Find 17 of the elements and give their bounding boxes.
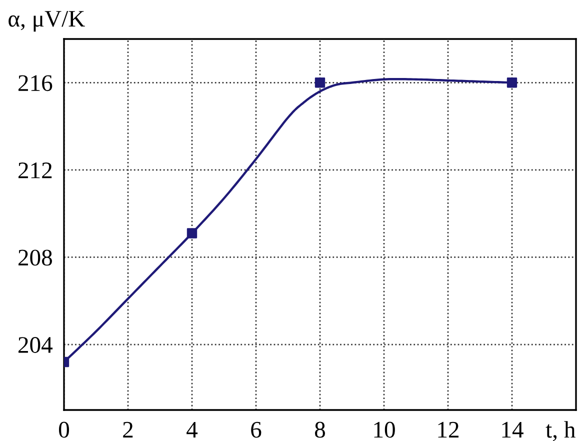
y-tick-label: 212 — [18, 162, 52, 178]
point — [506, 78, 518, 88]
x-tick-label: 12 — [438, 422, 459, 438]
x-tick-label: 2 — [123, 422, 133, 438]
x-axis-title: t, h — [546, 421, 576, 441]
y-axis-title: α, μV/K — [8, 10, 85, 32]
x-tick-label: 4 — [186, 422, 198, 438]
x-tick-label: 8 — [314, 422, 326, 438]
x-tick-label: 14 — [502, 422, 524, 438]
y-tick-label: 208 — [18, 250, 52, 266]
x-tick-label: 0 — [58, 422, 70, 438]
x-tick-label: 6 — [251, 422, 262, 438]
y-tick-label: 216 — [18, 75, 52, 92]
point — [314, 78, 326, 88]
y-tick-label: 204 — [18, 337, 53, 353]
point — [186, 228, 198, 238]
x-tick-label: 10 — [374, 422, 395, 438]
